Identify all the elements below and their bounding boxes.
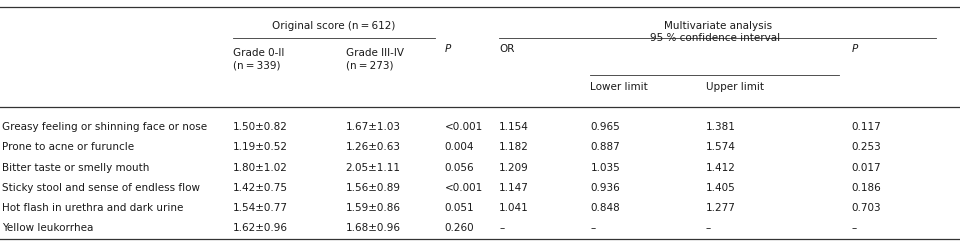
- Text: 0.848: 0.848: [590, 203, 620, 213]
- Text: P: P: [444, 44, 451, 54]
- Text: Bitter taste or smelly mouth: Bitter taste or smelly mouth: [2, 163, 150, 173]
- Text: –: –: [852, 223, 856, 233]
- Text: 1.59±0.86: 1.59±0.86: [346, 203, 400, 213]
- Text: –: –: [590, 223, 595, 233]
- Text: Prone to acne or furuncle: Prone to acne or furuncle: [2, 142, 134, 152]
- Text: Original score (n = 612): Original score (n = 612): [273, 21, 396, 31]
- Text: 0.017: 0.017: [852, 163, 881, 173]
- Text: 1.67±1.03: 1.67±1.03: [346, 122, 400, 132]
- Text: 0.703: 0.703: [852, 203, 881, 213]
- Text: 0.260: 0.260: [444, 223, 474, 233]
- Text: 1.277: 1.277: [706, 203, 735, 213]
- Text: 1.574: 1.574: [706, 142, 735, 152]
- Text: –: –: [706, 223, 710, 233]
- Text: Grade III-IV
(n = 273): Grade III-IV (n = 273): [346, 48, 403, 70]
- Text: 1.412: 1.412: [706, 163, 735, 173]
- Text: 0.253: 0.253: [852, 142, 881, 152]
- Text: 0.004: 0.004: [444, 142, 474, 152]
- Text: 1.035: 1.035: [590, 163, 620, 173]
- Text: 0.965: 0.965: [590, 122, 620, 132]
- Text: Upper limit: Upper limit: [706, 82, 763, 92]
- Text: 1.68±0.96: 1.68±0.96: [346, 223, 400, 233]
- Text: 0.051: 0.051: [444, 203, 474, 213]
- Text: OR: OR: [499, 44, 515, 54]
- Text: P: P: [852, 44, 858, 54]
- Text: 1.19±0.52: 1.19±0.52: [233, 142, 288, 152]
- Text: Grade 0-II
(n = 339): Grade 0-II (n = 339): [233, 48, 285, 70]
- Text: 1.381: 1.381: [706, 122, 735, 132]
- Text: 2.05±1.11: 2.05±1.11: [346, 163, 400, 173]
- Text: 0.887: 0.887: [590, 142, 620, 152]
- Text: <0.001: <0.001: [444, 122, 483, 132]
- Text: 1.54±0.77: 1.54±0.77: [233, 203, 288, 213]
- Text: Lower limit: Lower limit: [590, 82, 648, 92]
- Text: 1.209: 1.209: [499, 163, 529, 173]
- Text: 1.182: 1.182: [499, 142, 529, 152]
- Text: Hot flash in urethra and dark urine: Hot flash in urethra and dark urine: [2, 203, 183, 213]
- Text: 1.56±0.89: 1.56±0.89: [346, 183, 400, 193]
- Text: 95 % confidence interval: 95 % confidence interval: [650, 33, 780, 43]
- Text: 1.147: 1.147: [499, 183, 529, 193]
- Text: Yellow leukorrhea: Yellow leukorrhea: [2, 223, 93, 233]
- Text: 0.186: 0.186: [852, 183, 881, 193]
- Text: 0.056: 0.056: [444, 163, 474, 173]
- Text: Multivariate analysis: Multivariate analysis: [663, 21, 772, 31]
- Text: <0.001: <0.001: [444, 183, 483, 193]
- Text: 0.936: 0.936: [590, 183, 620, 193]
- Text: Sticky stool and sense of endless flow: Sticky stool and sense of endless flow: [2, 183, 200, 193]
- Text: 0.117: 0.117: [852, 122, 881, 132]
- Text: –: –: [499, 223, 504, 233]
- Text: 1.405: 1.405: [706, 183, 735, 193]
- Text: 1.62±0.96: 1.62±0.96: [233, 223, 288, 233]
- Text: 1.041: 1.041: [499, 203, 529, 213]
- Text: 1.42±0.75: 1.42±0.75: [233, 183, 288, 193]
- Text: 1.154: 1.154: [499, 122, 529, 132]
- Text: 1.80±1.02: 1.80±1.02: [233, 163, 288, 173]
- Text: Greasy feeling or shinning face or nose: Greasy feeling or shinning face or nose: [2, 122, 207, 132]
- Text: 1.26±0.63: 1.26±0.63: [346, 142, 400, 152]
- Text: 1.50±0.82: 1.50±0.82: [233, 122, 288, 132]
